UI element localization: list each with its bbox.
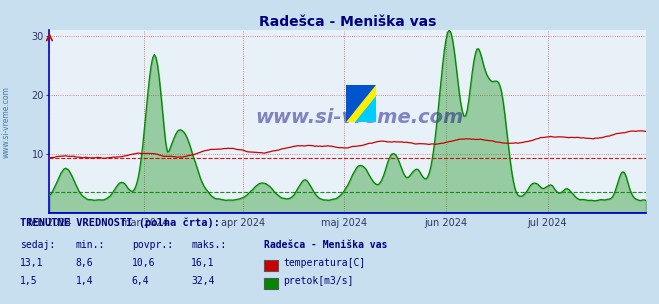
Text: 6,4: 6,4 [132, 276, 150, 286]
Text: 10,6: 10,6 [132, 258, 156, 268]
Polygon shape [346, 85, 376, 122]
Text: 16,1: 16,1 [191, 258, 215, 268]
Polygon shape [355, 96, 376, 122]
Title: Radešca - Meniška vas: Radešca - Meniška vas [259, 15, 436, 29]
Text: 1,5: 1,5 [20, 276, 38, 286]
Text: 13,1: 13,1 [20, 258, 43, 268]
Polygon shape [346, 85, 376, 122]
Text: www.si-vreme.com: www.si-vreme.com [2, 86, 11, 157]
Text: 32,4: 32,4 [191, 276, 215, 286]
Text: maks.:: maks.: [191, 240, 226, 250]
Text: temperatura[C]: temperatura[C] [283, 258, 366, 268]
Text: 8,6: 8,6 [76, 258, 94, 268]
Text: Radešca - Meniška vas: Radešca - Meniška vas [264, 240, 387, 250]
Text: sedaj:: sedaj: [20, 240, 55, 250]
Text: povpr.:: povpr.: [132, 240, 173, 250]
Text: min.:: min.: [76, 240, 105, 250]
Text: 1,4: 1,4 [76, 276, 94, 286]
Text: pretok[m3/s]: pretok[m3/s] [283, 276, 354, 286]
Text: TRENUTNE VREDNOSTI (polna črta):: TRENUTNE VREDNOSTI (polna črta): [20, 218, 219, 229]
Text: www.si-vreme.com: www.si-vreme.com [256, 109, 464, 127]
